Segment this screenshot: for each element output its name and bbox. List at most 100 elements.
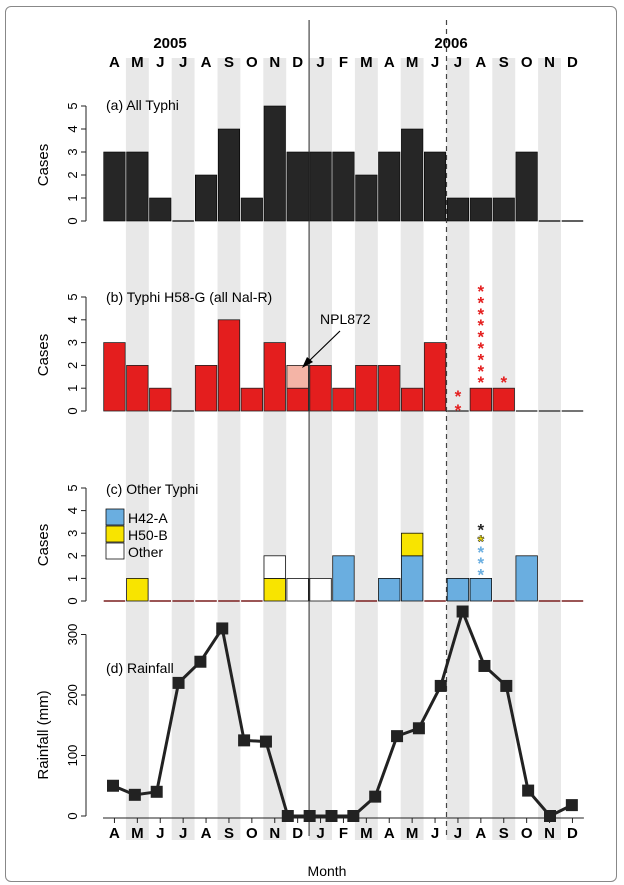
h58g-bar bbox=[400, 387, 424, 412]
panel-c-y-tick-label: 0 bbox=[65, 597, 80, 604]
month-stripe bbox=[446, 58, 470, 840]
all-typhi-bar bbox=[103, 151, 126, 222]
panel-d-y-label: Rainfall (mm) bbox=[35, 690, 52, 779]
rainfall-point bbox=[347, 810, 360, 822]
panel-c-title: (c) Other Typhi bbox=[106, 481, 198, 497]
nal-r-star: * bbox=[455, 387, 462, 406]
month-stripe bbox=[171, 58, 195, 840]
h58g-bar bbox=[332, 387, 355, 412]
nal-r-star: * bbox=[500, 373, 507, 392]
x-axis-label: Month bbox=[308, 863, 347, 879]
npl872-label: NPL872 bbox=[320, 311, 371, 327]
rainfall-point bbox=[544, 810, 556, 822]
panel-a-y-tick-label: 1 bbox=[65, 194, 80, 201]
month-label-bottom: J bbox=[316, 825, 324, 842]
month-label-top: S bbox=[499, 54, 509, 71]
month-label-top: J bbox=[431, 54, 439, 71]
nal-r-star: * bbox=[478, 373, 485, 392]
month-label-bottom: M bbox=[406, 825, 419, 842]
h58g-bar bbox=[263, 342, 286, 412]
month-stripe bbox=[263, 58, 287, 840]
npl872-arrow-head bbox=[302, 357, 313, 368]
rainfall-point bbox=[522, 784, 535, 797]
h58g-bar bbox=[217, 319, 241, 412]
month-label-top: A bbox=[384, 54, 395, 71]
month-label-bottom: N bbox=[269, 825, 280, 842]
nal-r-star: * bbox=[478, 316, 485, 335]
h42a-bar bbox=[378, 578, 401, 602]
panel-d-title: (d) Rainfall bbox=[106, 660, 174, 676]
month-label-top: J bbox=[316, 54, 324, 71]
rainfall-point bbox=[259, 735, 272, 748]
legend-other-swatch bbox=[105, 542, 125, 560]
all-typhi-bar bbox=[446, 197, 470, 222]
h50b-bar bbox=[126, 578, 149, 602]
rainfall-point bbox=[565, 799, 578, 812]
nal-r-star: * bbox=[478, 339, 485, 358]
legend-h42a-label: H42-A bbox=[128, 510, 168, 526]
month-stripe bbox=[354, 58, 378, 840]
month-label-bottom: A bbox=[201, 825, 212, 842]
month-stripe bbox=[125, 58, 149, 840]
panel-b-y-tick-label: 3 bbox=[65, 339, 80, 346]
h58g-bar bbox=[240, 387, 264, 412]
all-typhi-bar bbox=[355, 174, 378, 222]
rainfall-point bbox=[391, 730, 404, 743]
month-label-bottom: S bbox=[224, 825, 234, 842]
rainfall-line bbox=[112, 606, 573, 818]
other-typhi-star: * bbox=[478, 532, 485, 551]
month-label-bottom: J bbox=[156, 825, 164, 842]
month-label-top: O bbox=[246, 54, 258, 71]
all-typhi-bar bbox=[423, 151, 447, 222]
panel-d-y-tick-label: 200 bbox=[65, 684, 80, 706]
h58g-bar bbox=[378, 364, 401, 412]
rainfall-point bbox=[194, 655, 207, 668]
rainfall-point bbox=[150, 785, 163, 798]
h42a-bar bbox=[446, 578, 470, 602]
h58g-bar bbox=[149, 387, 172, 412]
nal-r-star: * bbox=[478, 350, 485, 369]
all-typhi-bar bbox=[469, 197, 492, 222]
month-label-top: O bbox=[521, 54, 533, 71]
month-label-bottom: M bbox=[131, 825, 144, 842]
nal-r-star: * bbox=[478, 282, 485, 301]
all-typhi-bar bbox=[263, 105, 286, 222]
rainfall-point bbox=[325, 810, 338, 822]
rainfall-point bbox=[303, 810, 316, 822]
panel-a-y-tick-label: 4 bbox=[65, 125, 80, 132]
npl872-arrow-line bbox=[307, 330, 341, 363]
all-typhi-bar bbox=[309, 151, 332, 222]
h50b-bar bbox=[400, 532, 424, 557]
all-typhi-bar bbox=[332, 151, 355, 222]
rainfall-point bbox=[500, 679, 513, 692]
nal-r-star: * bbox=[478, 362, 485, 381]
panel-b-y-tick-label: 0 bbox=[65, 407, 80, 414]
month-label-top: M bbox=[131, 54, 144, 71]
other-typhi-star: * bbox=[478, 554, 485, 573]
rainfall-point bbox=[478, 659, 491, 672]
month-stripe bbox=[217, 58, 241, 840]
h58g-bar bbox=[492, 387, 515, 412]
month-label-bottom: D bbox=[292, 825, 303, 842]
month-label-top: S bbox=[224, 54, 234, 71]
all-typhi-bar bbox=[126, 151, 149, 222]
rainfall-point bbox=[128, 788, 141, 801]
h42a-bar bbox=[469, 578, 493, 602]
month-label-bottom: A bbox=[384, 825, 395, 842]
month-label-bottom: J bbox=[454, 825, 462, 842]
all-typhi-bar bbox=[378, 151, 401, 222]
other-bar bbox=[309, 578, 332, 602]
year-label-2006: 2006 bbox=[434, 35, 467, 52]
all-typhi-bar bbox=[286, 151, 309, 222]
h58g-bar bbox=[126, 364, 149, 412]
nal-r-star: * bbox=[478, 293, 485, 312]
panel-a-y-label: Cases bbox=[35, 144, 52, 187]
year-label-2005: 2005 bbox=[153, 35, 186, 52]
h42a-bar bbox=[515, 555, 538, 602]
h58g-bar bbox=[194, 364, 218, 412]
rainfall-point bbox=[434, 679, 447, 692]
panel-d-y-tick-label: 0 bbox=[65, 812, 80, 819]
h42a-bar bbox=[400, 555, 424, 602]
h58g-bar bbox=[309, 364, 332, 412]
